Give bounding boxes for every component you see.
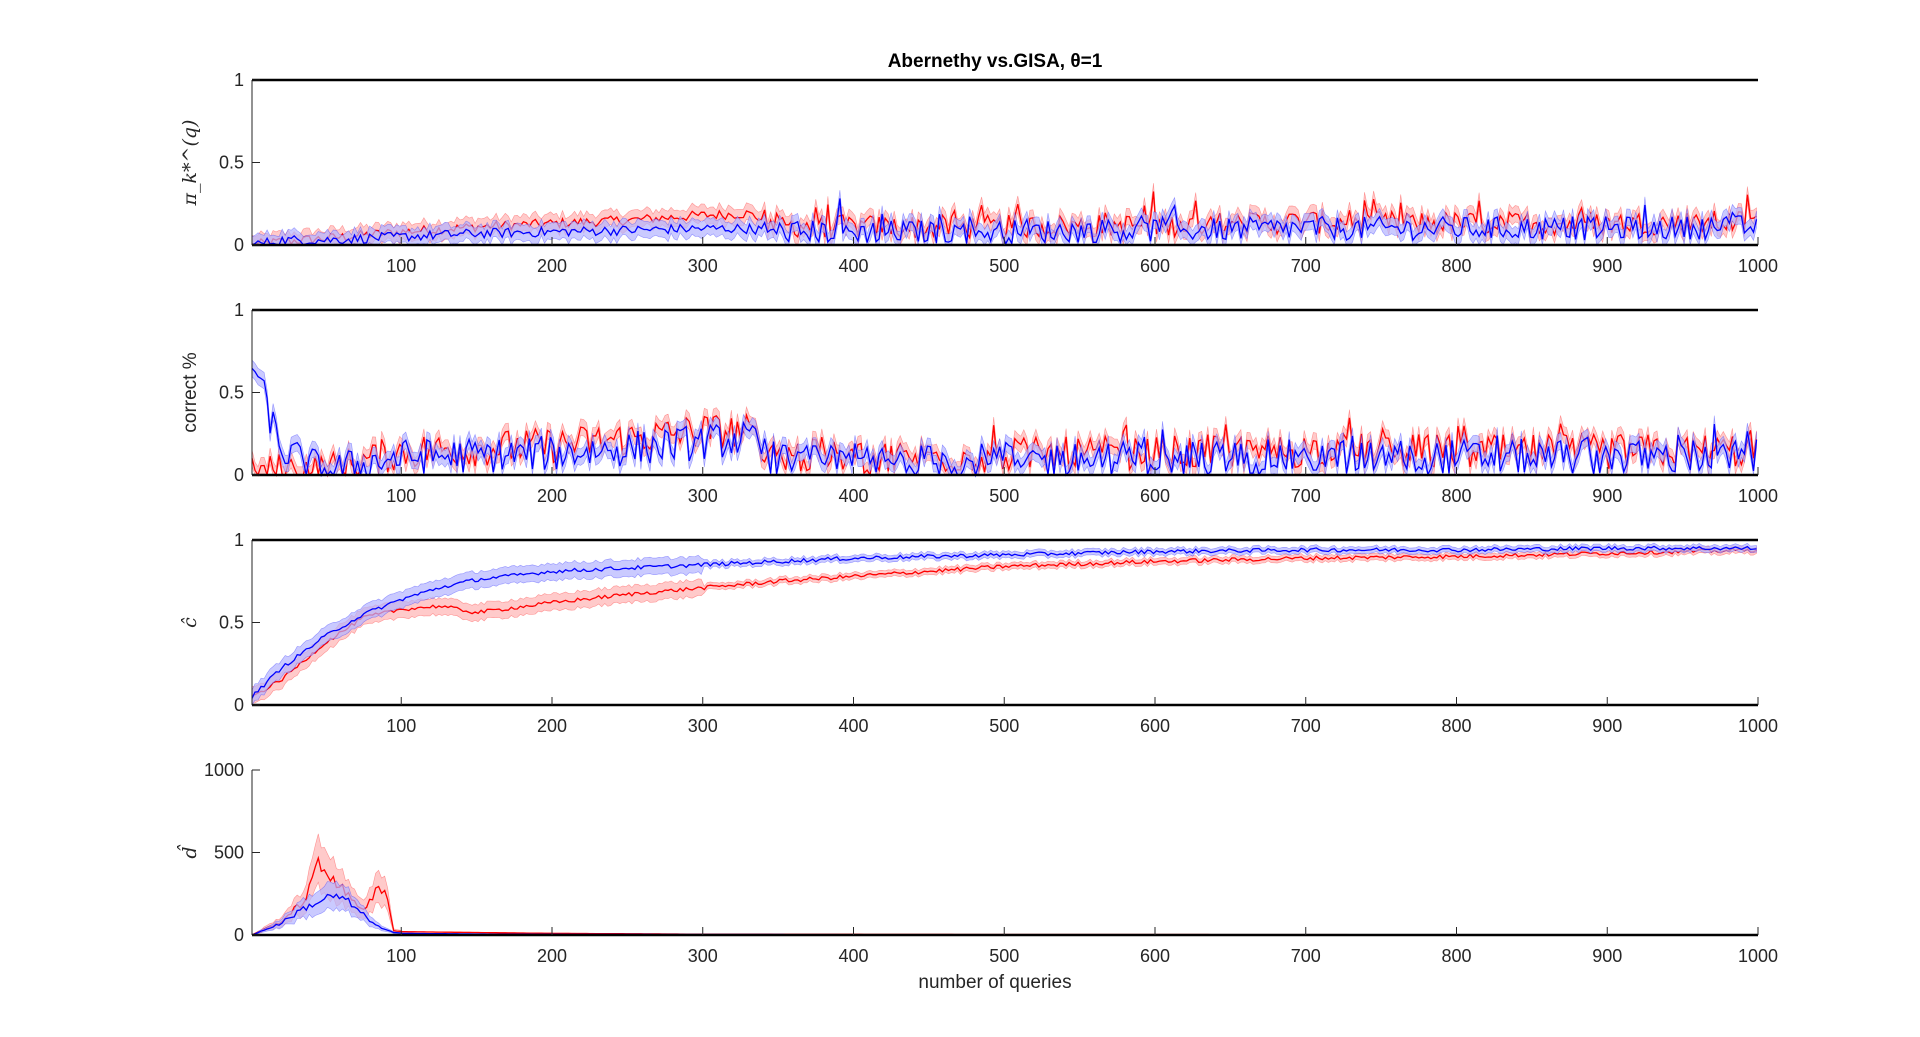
x-tick-label: 700 [1291,486,1321,506]
x-tick-label: 500 [989,256,1019,276]
x-tick-label: 400 [838,256,868,276]
series-band-blue [251,190,1757,246]
x-axis-label: number of queries [918,972,1071,993]
x-tick-label: 100 [386,486,416,506]
x-tick-label: 200 [537,946,567,966]
subplot-3: 100 200 300 400 500 600 700 800 900 1000 0 0.5 1 ĉ [179,530,1778,736]
y-axis-label: correct % [180,352,201,432]
x-tick-label: 700 [1291,256,1321,276]
x-tick-label: 1000 [1738,946,1778,966]
x-tick-label: 400 [838,486,868,506]
x-tick-label: 100 [386,946,416,966]
x-tick-label: 200 [537,486,567,506]
subplot-2: 100 200 300 400 500 600 700 800 900 1000 0 0.5 1 corr… [180,300,1778,506]
x-tick-label: 400 [838,716,868,736]
series-line-red [251,855,1757,936]
x-tick-label: 600 [1140,946,1170,966]
y-tick-label: 0 [234,695,244,715]
x-tick-label: 500 [989,716,1019,736]
y-tick-label: 0.5 [219,383,244,403]
series-band-blue [251,542,1757,707]
y-axis-label: ĉ [179,617,201,628]
x-tick-label: 800 [1441,946,1471,966]
y-tick-label: 1 [234,300,244,320]
x-tick-label: 500 [989,486,1019,506]
y-tick-label: 1 [234,70,244,90]
y-tick-label: 0 [234,925,244,945]
x-tick-label: 200 [537,256,567,276]
y-tick-label: 0 [234,235,244,255]
x-tick-label: 1000 [1738,716,1778,736]
x-tick-label: 200 [537,716,567,736]
x-tick-label: 600 [1140,486,1170,506]
subplot-4: 100 200 300 400 500 600 700 800 900 1000 0 500 1000 d… [176,760,1778,966]
x-tick-label: 100 [386,716,416,736]
figure-title: Abernethy vs.GISA, θ=1 [888,51,1103,72]
series-band-blue [251,880,1757,936]
y-tick-label: 1 [234,530,244,550]
subplot-1: 100 200 300 400 500 600 700 800 900 1000 0 0.5 1 π_k*… [179,70,1778,276]
x-tick-label: 300 [688,486,718,506]
series-band-blue [251,359,1757,477]
y-tick-label: 500 [214,843,244,863]
x-tick-label: 400 [838,946,868,966]
x-tick-label: 300 [688,256,718,276]
x-tick-label: 800 [1441,716,1471,736]
series-line-blue [251,367,1758,478]
x-tick-label: 800 [1441,486,1471,506]
x-tick-label: 500 [989,946,1019,966]
x-tick-label: 600 [1140,716,1170,736]
x-tick-label: 700 [1291,716,1321,736]
x-tick-label: 1000 [1738,256,1778,276]
series-line-blue [251,545,1757,699]
y-tick-label: 1000 [204,760,244,780]
x-tick-label: 900 [1592,486,1622,506]
x-tick-label: 900 [1592,256,1622,276]
x-tick-label: 1000 [1738,486,1778,506]
series-line-red [251,547,1757,696]
y-axis-label: d̂ [176,844,201,858]
y-tick-label: 0.5 [219,613,244,633]
x-tick-label: 300 [688,946,718,966]
x-tick-label: 700 [1291,946,1321,966]
x-tick-label: 100 [386,256,416,276]
series-band-red [251,833,1757,936]
series-band-red [251,544,1757,704]
y-axis-label: π_k*^(q) [179,120,201,207]
x-tick-label: 900 [1592,946,1622,966]
y-tick-label: 0 [234,465,244,485]
x-tick-label: 300 [688,716,718,736]
y-tick-label: 0.5 [219,153,244,173]
x-tick-label: 900 [1592,716,1622,736]
x-tick-label: 600 [1140,256,1170,276]
x-tick-label: 800 [1441,256,1471,276]
